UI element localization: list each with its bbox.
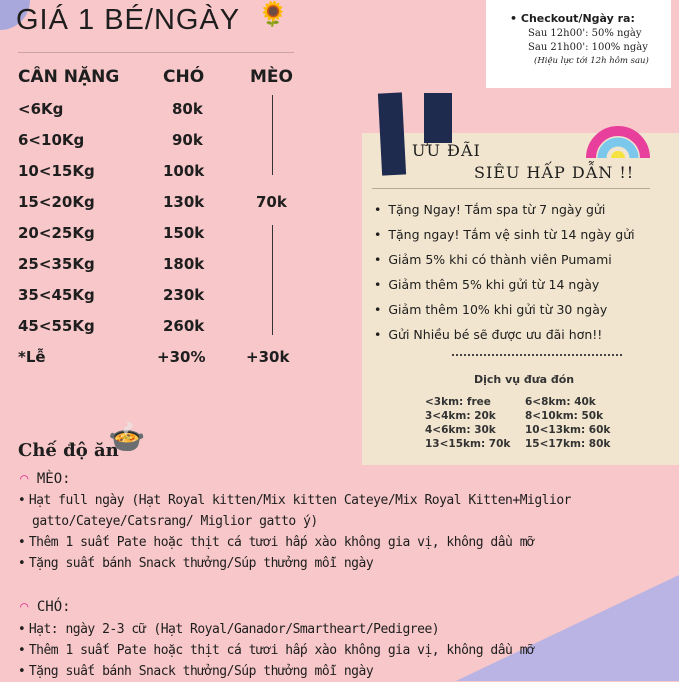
promo-list: Tặng Ngay! Tắm spa từ 7 ngày gửi Tặng nga… [374, 202, 674, 352]
holiday-label: *Lễ [18, 348, 46, 366]
decor-bar [424, 93, 452, 143]
dog-price-cell: 260k [163, 317, 205, 335]
pickup-right: 6<8km: 40k 8<10km: 50k 10<13km: 60k 15<17km… [525, 396, 610, 452]
dotted-arrow [452, 354, 622, 356]
diet-item: Tặng suất bánh Snack thưởng/Súp thưởng m… [29, 553, 668, 574]
diet-item: Hạt full ngày (Hạt Royal kitten/Mix kitt… [29, 490, 668, 532]
holiday-dog: +30% [157, 348, 206, 366]
promo-title: ƯU ĐÃI [412, 141, 481, 160]
cat-bracket-bottom [272, 225, 273, 335]
cat-diet-list: Hạt full ngày (Hạt Royal kitten/Mix kitt… [18, 490, 668, 574]
promo-item: Gửi Nhiều bé sẽ được ưu đãi hơn!! [374, 327, 674, 344]
diet-item: Thêm 1 suất Pate hoặc thịt cá tươi hấp x… [29, 532, 668, 553]
pickup-title: Dịch vụ đưa đón [474, 373, 575, 386]
divider [372, 188, 650, 189]
weight-cell: 6<10Kg [18, 131, 85, 149]
header-cat: MÈO [250, 67, 293, 87]
promo-item: Tặng Ngay! Tắm spa từ 7 ngày gửi [374, 202, 674, 219]
weight-cell: 20<25Kg [18, 224, 95, 242]
dog-price-cell: 100k [163, 162, 205, 180]
pickup-rate: 10<13km: 60k [525, 424, 611, 436]
promo-subtitle: SIÊU HẤP DẪN !! [474, 163, 635, 182]
pickup-rate: 13<15km: 70k [425, 438, 511, 450]
dog-price-cell: 150k [163, 224, 205, 242]
dog-diet-label: ◠ CHÓ: [20, 599, 71, 615]
diet-item: Thêm 1 suất Pate hoặc thịt cá tươi hấp x… [29, 640, 668, 661]
pickup-rate: 8<10km: 50k [525, 410, 604, 422]
dog-price-cell: 80k [172, 100, 203, 118]
checkout-heading: • Checkout/Ngày ra: [510, 12, 635, 25]
holiday-cat: +30k [246, 348, 290, 366]
diet-item: Hạt: ngày 2-3 cữ (Hạt Royal/Ganador/Smar… [29, 619, 668, 640]
checkout-line: Sau 21h00': 100% ngày [528, 42, 648, 53]
promo-item: Tặng ngay! Tắm vệ sinh từ 14 ngày gửi [374, 227, 674, 244]
weight-cell: 35<45Kg [18, 286, 95, 304]
pickup-rate: 3<4km: 20k [425, 410, 496, 422]
weight-cell: 15<20Kg [18, 193, 95, 211]
weight-cell: 10<15Kg [18, 162, 95, 180]
pickup-rate: 4<6km: 30k [425, 424, 496, 436]
pickup-left: <3km: free 3<4km: 20k 4<6km: 30k 13<15km: 7… [425, 396, 510, 452]
weight-cell: 25<35Kg [18, 255, 95, 273]
pickup-rate: <3km: free [425, 396, 491, 408]
diet-item: Tặng suất bánh Snack thưởng/Súp thưởng m… [29, 661, 668, 682]
dog-price-cell: 230k [163, 286, 205, 304]
flower-icon: 🌻 [258, 0, 288, 28]
weight-cell: <6Kg [18, 100, 64, 118]
promo-item: Giảm 5% khi có thành viên Pumami [374, 252, 674, 269]
cat-price: 70k [256, 193, 287, 211]
cat-diet-label: ◠ MÈO: [20, 471, 71, 487]
cat-bracket-top [272, 95, 273, 175]
dog-price-cell: 90k [172, 131, 203, 149]
promo-item: Giảm thêm 5% khi gửi từ 14 ngày [374, 277, 674, 294]
checkout-note: (Hiệu lực tới 12h hôm sau) [534, 56, 649, 66]
rainbow-icon: ◠ [20, 599, 29, 615]
rainbow-icon [586, 126, 650, 158]
decor-bar [377, 92, 407, 176]
header-weight: CÂN NẶNG [18, 67, 120, 87]
promo-item: Giảm thêm 10% khi gửi từ 30 ngày [374, 302, 674, 319]
weight-cell: 45<55Kg [18, 317, 95, 335]
diet-title: Chế độ ăn [18, 440, 119, 461]
pickup-rate: 6<8km: 40k [525, 396, 596, 408]
dog-price-cell: 180k [163, 255, 205, 273]
checkout-line: Sau 12h00': 50% ngày [528, 28, 642, 39]
header-dog: CHÓ [163, 67, 205, 87]
page-title: GIÁ 1 BÉ/NGÀY [16, 4, 241, 36]
dog-diet-list: Hạt: ngày 2-3 cữ (Hạt Royal/Ganador/Smar… [18, 619, 668, 682]
rainbow-icon: ◠ [20, 471, 29, 487]
dog-price-cell: 130k [163, 193, 205, 211]
pot-icon: 🍲 [108, 420, 146, 455]
pickup-rate: 15<17km: 80k [525, 438, 611, 450]
divider [18, 52, 294, 53]
checkout-box: • Checkout/Ngày ra: Sau 12h00': 50% ngày… [486, 0, 671, 88]
